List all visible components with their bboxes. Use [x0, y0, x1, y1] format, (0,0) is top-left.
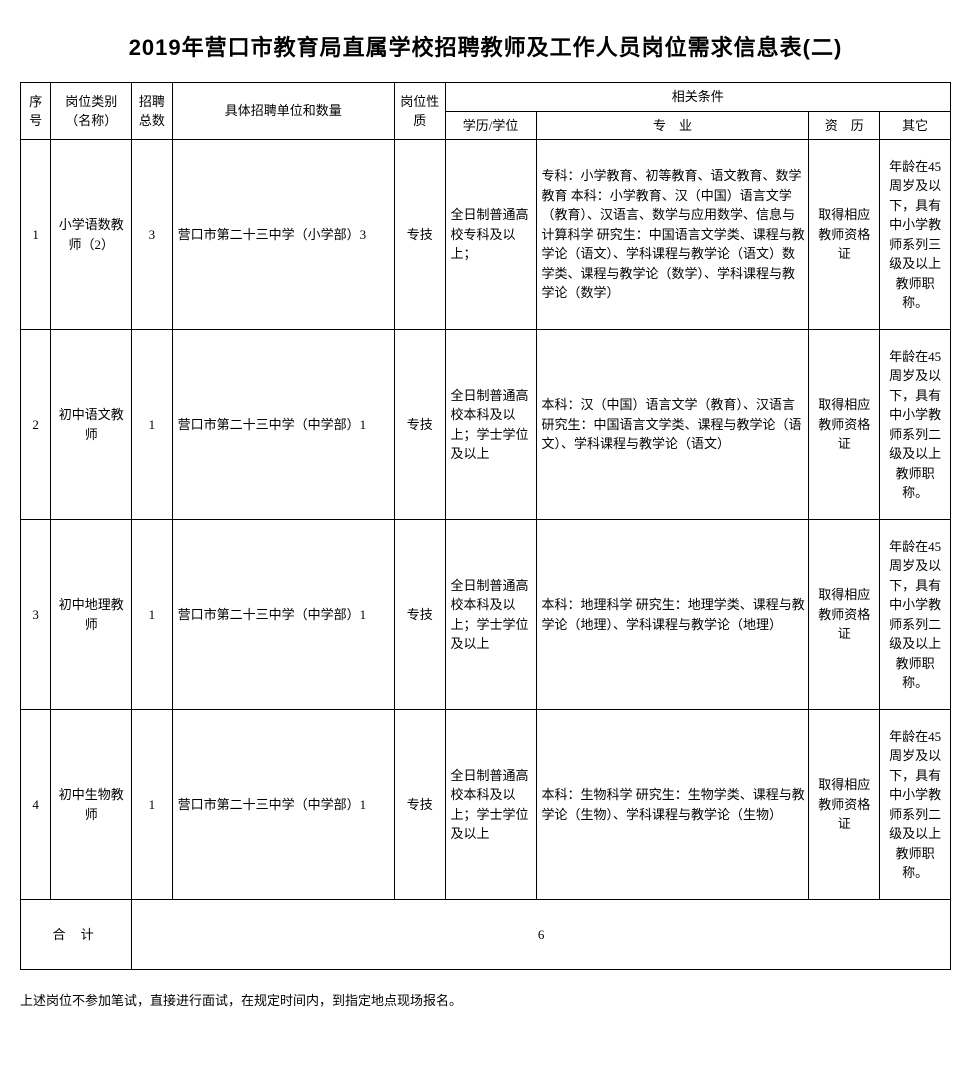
- cell-edu: 全日制普通高校本科及以上；学士学位及以上: [445, 710, 536, 900]
- cell-total: 1: [132, 520, 172, 710]
- table-row: 3初中地理教师1营口市第二十三中学（中学部）1专技全日制普通高校本科及以上；学士…: [21, 520, 951, 710]
- page-title: 2019年营口市教育局直属学校招聘教师及工作人员岗位需求信息表(二): [20, 30, 951, 62]
- cell-pos-type: 初中生物教师: [51, 710, 132, 900]
- table-row: 2初中语文教师1营口市第二十三中学（中学部）1专技全日制普通高校本科及以上；学士…: [21, 330, 951, 520]
- header-other: 其它: [880, 111, 951, 140]
- header-conditions: 相关条件: [445, 83, 950, 112]
- cell-pos-type: 小学语数教师（2）: [51, 140, 132, 330]
- cell-total: 3: [132, 140, 172, 330]
- cell-qual: 取得相应教师资格证: [809, 520, 880, 710]
- table-row: 1小学语数教师（2）3营口市第二十三中学（小学部）3专技全日制普通高校专科及以上…: [21, 140, 951, 330]
- total-value: 6: [132, 900, 951, 970]
- header-row-1: 序号 岗位类别（名称） 招聘总数 具体招聘单位和数量 岗位性质 相关条件: [21, 83, 951, 112]
- cell-other: 年龄在45周岁及以下，具有中小学教师系列三级及以上教师职称。: [880, 140, 951, 330]
- header-seq: 序号: [21, 83, 51, 140]
- table-row: 4初中生物教师1营口市第二十三中学（中学部）1专技全日制普通高校本科及以上；学士…: [21, 710, 951, 900]
- cell-edu: 全日制普通高校本科及以上；学士学位及以上: [445, 330, 536, 520]
- header-edu: 学历/学位: [445, 111, 536, 140]
- cell-nature: 专技: [394, 140, 445, 330]
- header-unit-qty: 具体招聘单位和数量: [172, 83, 394, 140]
- cell-total: 1: [132, 710, 172, 900]
- recruitment-table: 序号 岗位类别（名称） 招聘总数 具体招聘单位和数量 岗位性质 相关条件 学历/…: [20, 82, 951, 970]
- cell-seq: 4: [21, 710, 51, 900]
- cell-seq: 1: [21, 140, 51, 330]
- cell-other: 年龄在45周岁及以下，具有中小学教师系列二级及以上教师职称。: [880, 520, 951, 710]
- cell-nature: 专技: [394, 710, 445, 900]
- cell-pos-type: 初中语文教师: [51, 330, 132, 520]
- cell-edu: 全日制普通高校专科及以上；: [445, 140, 536, 330]
- cell-pos-type: 初中地理教师: [51, 520, 132, 710]
- cell-qual: 取得相应教师资格证: [809, 140, 880, 330]
- cell-qual: 取得相应教师资格证: [809, 330, 880, 520]
- header-major: 专 业: [536, 111, 809, 140]
- cell-other: 年龄在45周岁及以下，具有中小学教师系列二级及以上教师职称。: [880, 330, 951, 520]
- header-total: 招聘总数: [132, 83, 172, 140]
- cell-nature: 专技: [394, 330, 445, 520]
- cell-major: 本科：地理科学 研究生：地理学类、课程与教学论（地理）、学科课程与教学论（地理）: [536, 520, 809, 710]
- cell-unit-qty: 营口市第二十三中学（中学部）1: [172, 710, 394, 900]
- cell-unit-qty: 营口市第二十三中学（小学部）3: [172, 140, 394, 330]
- cell-major: 本科：汉（中国）语言文学（教育）、汉语言 研究生：中国语言文学类、课程与教学论（…: [536, 330, 809, 520]
- total-row: 合 计6: [21, 900, 951, 970]
- header-pos-type: 岗位类别（名称）: [51, 83, 132, 140]
- footnote: 上述岗位不参加笔试，直接进行面试，在规定时间内，到指定地点现场报名。: [20, 990, 951, 1009]
- cell-major: 本科：生物科学 研究生：生物学类、课程与教学论（生物）、学科课程与教学论（生物）: [536, 710, 809, 900]
- cell-unit-qty: 营口市第二十三中学（中学部）1: [172, 330, 394, 520]
- total-label: 合 计: [21, 900, 132, 970]
- cell-qual: 取得相应教师资格证: [809, 710, 880, 900]
- cell-major: 专科：小学教育、初等教育、语文教育、数学教育 本科：小学教育、汉（中国）语言文学…: [536, 140, 809, 330]
- cell-nature: 专技: [394, 520, 445, 710]
- cell-total: 1: [132, 330, 172, 520]
- cell-unit-qty: 营口市第二十三中学（中学部）1: [172, 520, 394, 710]
- header-qual: 资 历: [809, 111, 880, 140]
- cell-edu: 全日制普通高校本科及以上；学士学位及以上: [445, 520, 536, 710]
- cell-seq: 3: [21, 520, 51, 710]
- cell-seq: 2: [21, 330, 51, 520]
- cell-other: 年龄在45周岁及以下，具有中小学教师系列二级及以上教师职称。: [880, 710, 951, 900]
- header-nature: 岗位性质: [394, 83, 445, 140]
